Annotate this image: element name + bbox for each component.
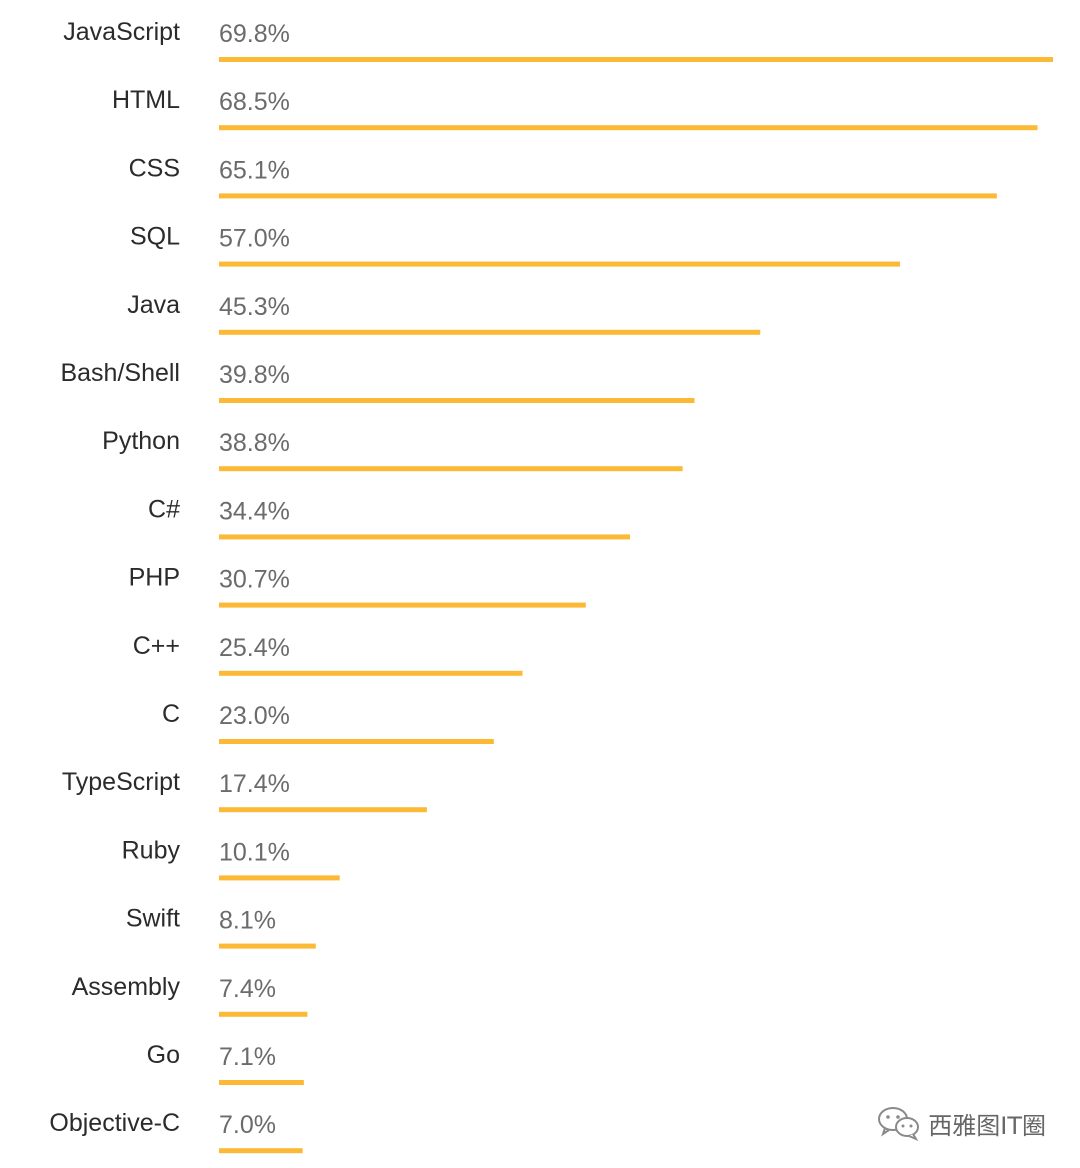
value-label: 23.0% [219,702,290,730]
value-label: 45.3% [219,293,290,321]
bar-row-objective-c: Objective-C 7.0% [49,1109,303,1154]
bar [219,57,1053,62]
bar-row-ruby: Ruby 10.1% [122,836,340,881]
watermark: 西雅图IT圈 [876,1103,1046,1143]
wechat-icon [878,1107,920,1141]
category-label: TypeScript [62,768,180,796]
category-label: SQL [130,223,180,251]
bar-row-typescript: TypeScript 17.4% [62,768,427,813]
bar-row-sql: SQL 57.0% [130,223,901,267]
bar [219,261,901,267]
value-label: 34.4% [219,497,290,525]
category-label: Assembly [72,973,181,1001]
bar-row-c: C# 34.4% [148,495,631,540]
bar-row-html: HTML 68.5% [112,86,1038,131]
bar-row-go: Go 7.1% [147,1041,304,1085]
category-label: C# [148,495,180,523]
bar [219,398,695,403]
bar-row-java: Java 45.3% [127,291,761,335]
category-label: HTML [112,86,180,114]
value-label: 17.4% [219,770,290,798]
bar [219,1011,308,1017]
bar-row-python: Python 38.8% [102,427,683,472]
category-label: PHP [129,564,180,592]
bar-row-c: C 23.0% [162,700,494,744]
bar [219,534,631,540]
value-label: 38.8% [219,429,290,457]
value-label: 69.8% [219,20,290,48]
value-label: 25.4% [219,634,290,662]
bar [219,739,494,744]
bar-row-css: CSS 65.1% [129,154,997,199]
category-label: JavaScript [63,18,180,46]
category-label: Ruby [122,836,181,864]
bar [219,807,427,813]
bar-row-c: C++ 25.4% [133,632,523,676]
bar [219,193,997,199]
bar [219,602,586,608]
bar [219,1148,303,1154]
category-label: Objective-C [49,1109,180,1137]
bar [219,943,316,949]
value-label: 65.1% [219,156,290,184]
category-label: Go [147,1041,180,1069]
value-label: 7.0% [219,1111,276,1139]
value-label: 8.1% [219,907,276,935]
category-label: C [162,700,180,728]
value-label: 30.7% [219,566,290,594]
category-label: CSS [129,154,180,182]
value-label: 68.5% [219,88,290,116]
value-label: 39.8% [219,361,290,389]
category-label: Python [102,427,180,455]
value-label: 10.1% [219,838,290,866]
bar [219,875,340,881]
category-label: C++ [133,632,180,660]
value-label: 7.1% [219,1043,276,1071]
category-label: Swift [126,905,180,933]
bar-row-bash-shell: Bash/Shell 39.8% [60,359,695,403]
bar [219,466,683,472]
category-label: Bash/Shell [60,359,180,387]
value-label: 7.4% [219,975,276,1003]
category-label: Java [127,291,180,319]
bar-row-javascript: JavaScript 69.8% [63,18,1053,62]
bar-row-assembly: Assembly 7.4% [72,973,308,1017]
value-label: 57.0% [219,225,290,253]
bar [219,125,1038,131]
bar [219,1080,304,1085]
bar [219,329,761,335]
bar-row-swift: Swift 8.1% [126,905,316,949]
bar [219,670,523,676]
watermark-text: 西雅图IT圈 [928,1111,1046,1140]
bar-row-php: PHP 30.7% [129,564,586,608]
